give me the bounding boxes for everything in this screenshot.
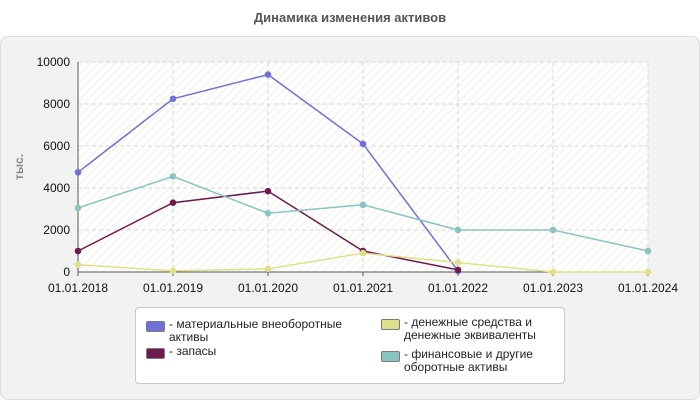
y-tick-label: 8000 (43, 97, 70, 111)
data-point (264, 71, 272, 78)
y-tick-label: 6000 (43, 139, 70, 153)
y-axis-label: тыс. (12, 154, 26, 180)
data-point (644, 268, 652, 276)
data-point (549, 268, 557, 276)
legend-swatch (381, 351, 400, 362)
data-point (169, 199, 177, 206)
data-point (644, 247, 652, 255)
data-point (359, 201, 367, 209)
data-point (454, 226, 462, 234)
legend-label: - запасы (169, 344, 217, 358)
legend-swatch (381, 319, 400, 330)
data-point (454, 259, 462, 266)
data-point (74, 204, 82, 212)
x-tick-label: 01.01.2024 (618, 281, 678, 295)
y-tick-label: 10000 (37, 55, 71, 69)
x-tick-label: 01.01.2020 (238, 281, 298, 295)
data-point (359, 140, 367, 148)
data-point (359, 249, 367, 257)
x-tick-label: 01.01.2019 (143, 281, 203, 295)
legend-swatch (146, 321, 165, 332)
data-point (169, 95, 177, 103)
legend-item: - материальные внеоборотные активы (146, 318, 346, 344)
data-point (549, 226, 557, 234)
data-point (74, 261, 82, 268)
x-tick-label: 01.01.2018 (48, 281, 108, 295)
x-tick-label: 01.01.2023 (523, 281, 583, 295)
legend-item: - денежные средства и денежные эквивален… (381, 316, 561, 342)
legend-label: - финансовые и другие оборотные активы (404, 347, 533, 374)
x-tick-label: 01.01.2022 (428, 281, 488, 295)
y-tick-label: 2000 (43, 223, 70, 237)
legend-label: - денежные средства и денежные эквивален… (404, 315, 536, 342)
data-point (264, 187, 272, 195)
x-tick-label: 01.01.2021 (333, 281, 393, 295)
data-point (169, 173, 177, 180)
data-point (264, 265, 272, 273)
legend-item: - финансовые и другие оборотные активы (381, 348, 561, 374)
data-point (264, 209, 272, 217)
legend-label: - материальные внеоборотные активы (169, 317, 342, 344)
y-tick-label: 0 (63, 265, 70, 279)
data-point (169, 267, 177, 275)
chart-title: Динамика изменения активов (253, 10, 447, 25)
data-point (74, 247, 82, 255)
y-tick-label: 4000 (43, 181, 70, 195)
chart-legend: - материальные внеоборотные активы - зап… (135, 307, 565, 384)
data-point (454, 266, 462, 274)
data-point (74, 168, 82, 176)
legend-swatch (146, 348, 165, 359)
legend-item: - запасы (146, 345, 346, 359)
